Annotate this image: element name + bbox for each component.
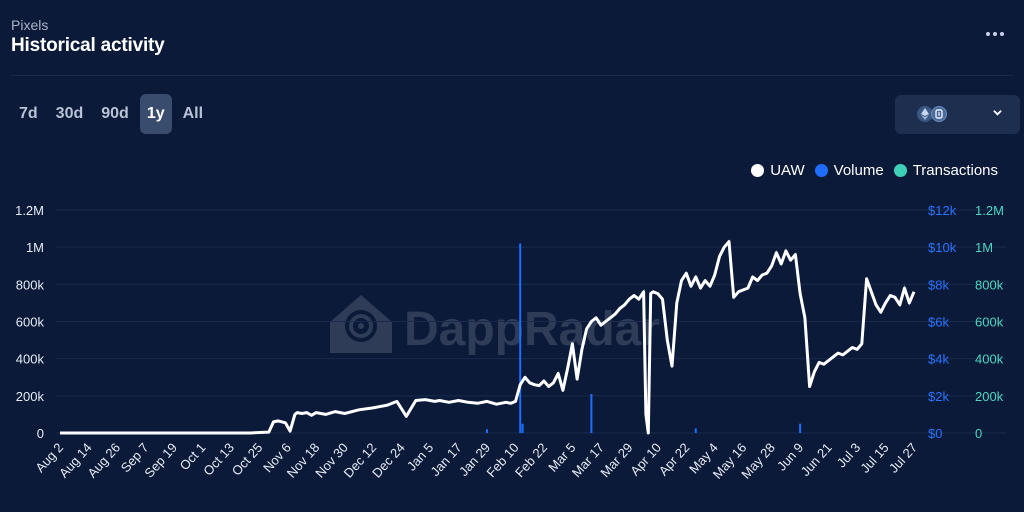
y-tick-label-left: 1M: [26, 240, 44, 255]
y-tick-label-volume: $12k: [928, 203, 957, 218]
x-tick-label: Jul 15: [857, 440, 891, 476]
ronin-icon: [931, 106, 947, 122]
y-tick-label-transactions: 400k: [975, 352, 1004, 367]
x-tick-label: Apr 22: [656, 440, 693, 479]
y-tick-label-volume: $6k: [928, 315, 949, 330]
x-tick-label: Jun 21: [798, 440, 835, 479]
y-tick-label-volume: $2k: [928, 389, 949, 404]
y-tick-label-left: 0: [37, 426, 44, 441]
tab-all[interactable]: All: [182, 105, 204, 122]
dappradar-logo-icon: [330, 295, 392, 353]
chevron-down-icon: [993, 110, 1002, 116]
y-tick-label-volume: $4k: [928, 352, 949, 367]
y-tick-label-volume: $0: [928, 426, 942, 441]
volume-bar: [521, 423, 524, 433]
x-tick-label: Jul 27: [886, 440, 920, 476]
x-tick-label: Apr 10: [627, 440, 664, 479]
legend-label-transactions: Transactions: [912, 162, 998, 179]
time-range-tabs: 7d 30d 90d 1y All: [12, 94, 210, 134]
transactions-dot-icon: [893, 164, 907, 177]
x-tick-label: Oct 25: [229, 440, 266, 478]
tab-30d[interactable]: 30d: [55, 105, 84, 122]
more-options-button[interactable]: [986, 24, 1010, 44]
legend-item-volume[interactable]: Volume: [814, 162, 884, 179]
tab-7d[interactable]: 7d: [19, 105, 38, 122]
chart-legend: UAW Volume Transactions: [751, 162, 998, 179]
volume-bar: [694, 428, 697, 433]
y-tick-label-left: 200k: [16, 389, 45, 404]
volume-bar: [486, 429, 488, 433]
legend-item-transactions[interactable]: Transactions: [893, 162, 998, 179]
volume-bar: [799, 423, 802, 433]
volume-dot-icon: [814, 164, 828, 177]
y-tick-label-transactions: 800k: [975, 277, 1004, 292]
dot-icon: [986, 32, 990, 36]
uaw-dot-icon: [751, 164, 765, 177]
watermark-text: DappRadar: [404, 303, 660, 356]
y-tick-label-left: 1.2M: [15, 203, 44, 218]
chart-title: Historical activity: [11, 35, 165, 56]
y-tick-label-volume: $8k: [928, 277, 949, 292]
dot-icon: [993, 32, 997, 36]
tab-90d[interactable]: 90d: [101, 105, 129, 122]
y-tick-label-left: 800k: [16, 277, 45, 292]
y-tick-label-left: 400k: [16, 352, 45, 367]
y-tick-label-transactions: 0: [975, 426, 982, 441]
tab-1y[interactable]: 1y: [139, 94, 172, 134]
y-tick-label-left: 600k: [16, 315, 45, 330]
uaw-line: [60, 240, 916, 435]
dot-icon: [1000, 32, 1004, 36]
ethereum-icon: [917, 106, 933, 122]
project-name: Pixels: [11, 17, 49, 33]
y-tick-label-transactions: 200k: [975, 389, 1004, 404]
y-tick-label-transactions: 1.2M: [975, 203, 1004, 218]
x-tick-label: Oct 13: [200, 440, 237, 478]
volume-bar: [590, 393, 593, 433]
y-tick-label-transactions: 600k: [975, 315, 1004, 330]
header-divider: [11, 75, 1013, 76]
legend-label-volume: Volume: [833, 162, 884, 179]
x-tick-label: Feb 22: [512, 440, 550, 480]
y-tick-label-volume: $10k: [928, 240, 957, 255]
volume-bar: [519, 243, 522, 433]
chart-header: Pixels Historical activity: [11, 16, 165, 58]
chain-select-dropdown[interactable]: [895, 95, 1020, 134]
legend-item-uaw[interactable]: UAW: [751, 162, 805, 179]
dappradar-watermark: DappRadar: [330, 295, 660, 356]
x-tick-label: Mar 29: [597, 440, 635, 480]
legend-label-uaw: UAW: [770, 162, 805, 179]
y-tick-label-transactions: 1M: [975, 240, 993, 255]
